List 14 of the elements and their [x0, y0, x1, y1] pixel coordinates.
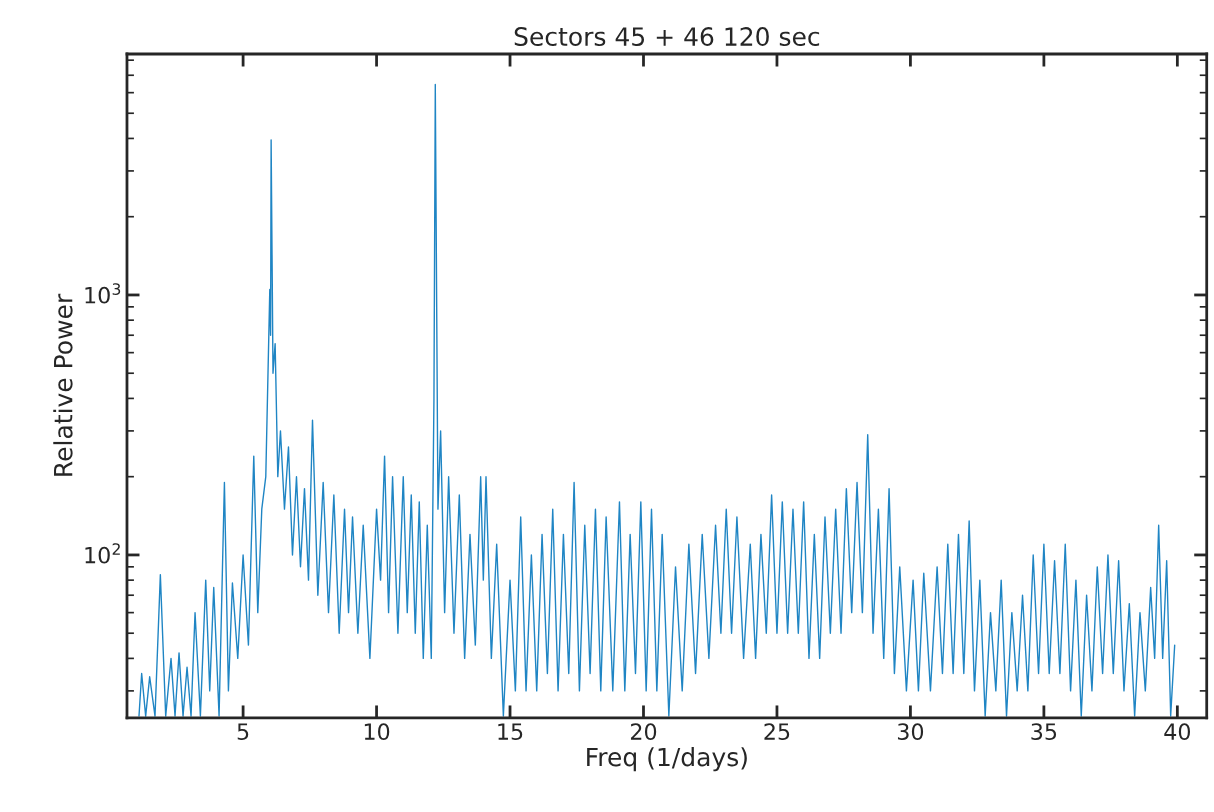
x-axis-title: Freq (1/days)	[587, 747, 747, 772]
x-tick-label: 5	[237, 723, 249, 741]
y-axis-title: Relative Power	[53, 293, 73, 476]
x-tick-label: 20	[630, 723, 657, 741]
line-series	[138, 83, 1176, 717]
x-tick-label: 35	[1031, 723, 1057, 741]
x-tick-label: 40	[1164, 723, 1191, 741]
x-tick-label: 15	[498, 723, 523, 741]
x-tick-label: 25	[764, 723, 790, 741]
chart-title: Sectors 45 + 46 120 sec	[514, 27, 820, 47]
y-tick-label: 10$^{2}$	[85, 543, 120, 564]
x-tick-label: 30	[897, 723, 924, 741]
y-tick-label: 10$^{3}$	[85, 283, 121, 304]
x-tick-label: 10	[364, 723, 390, 741]
